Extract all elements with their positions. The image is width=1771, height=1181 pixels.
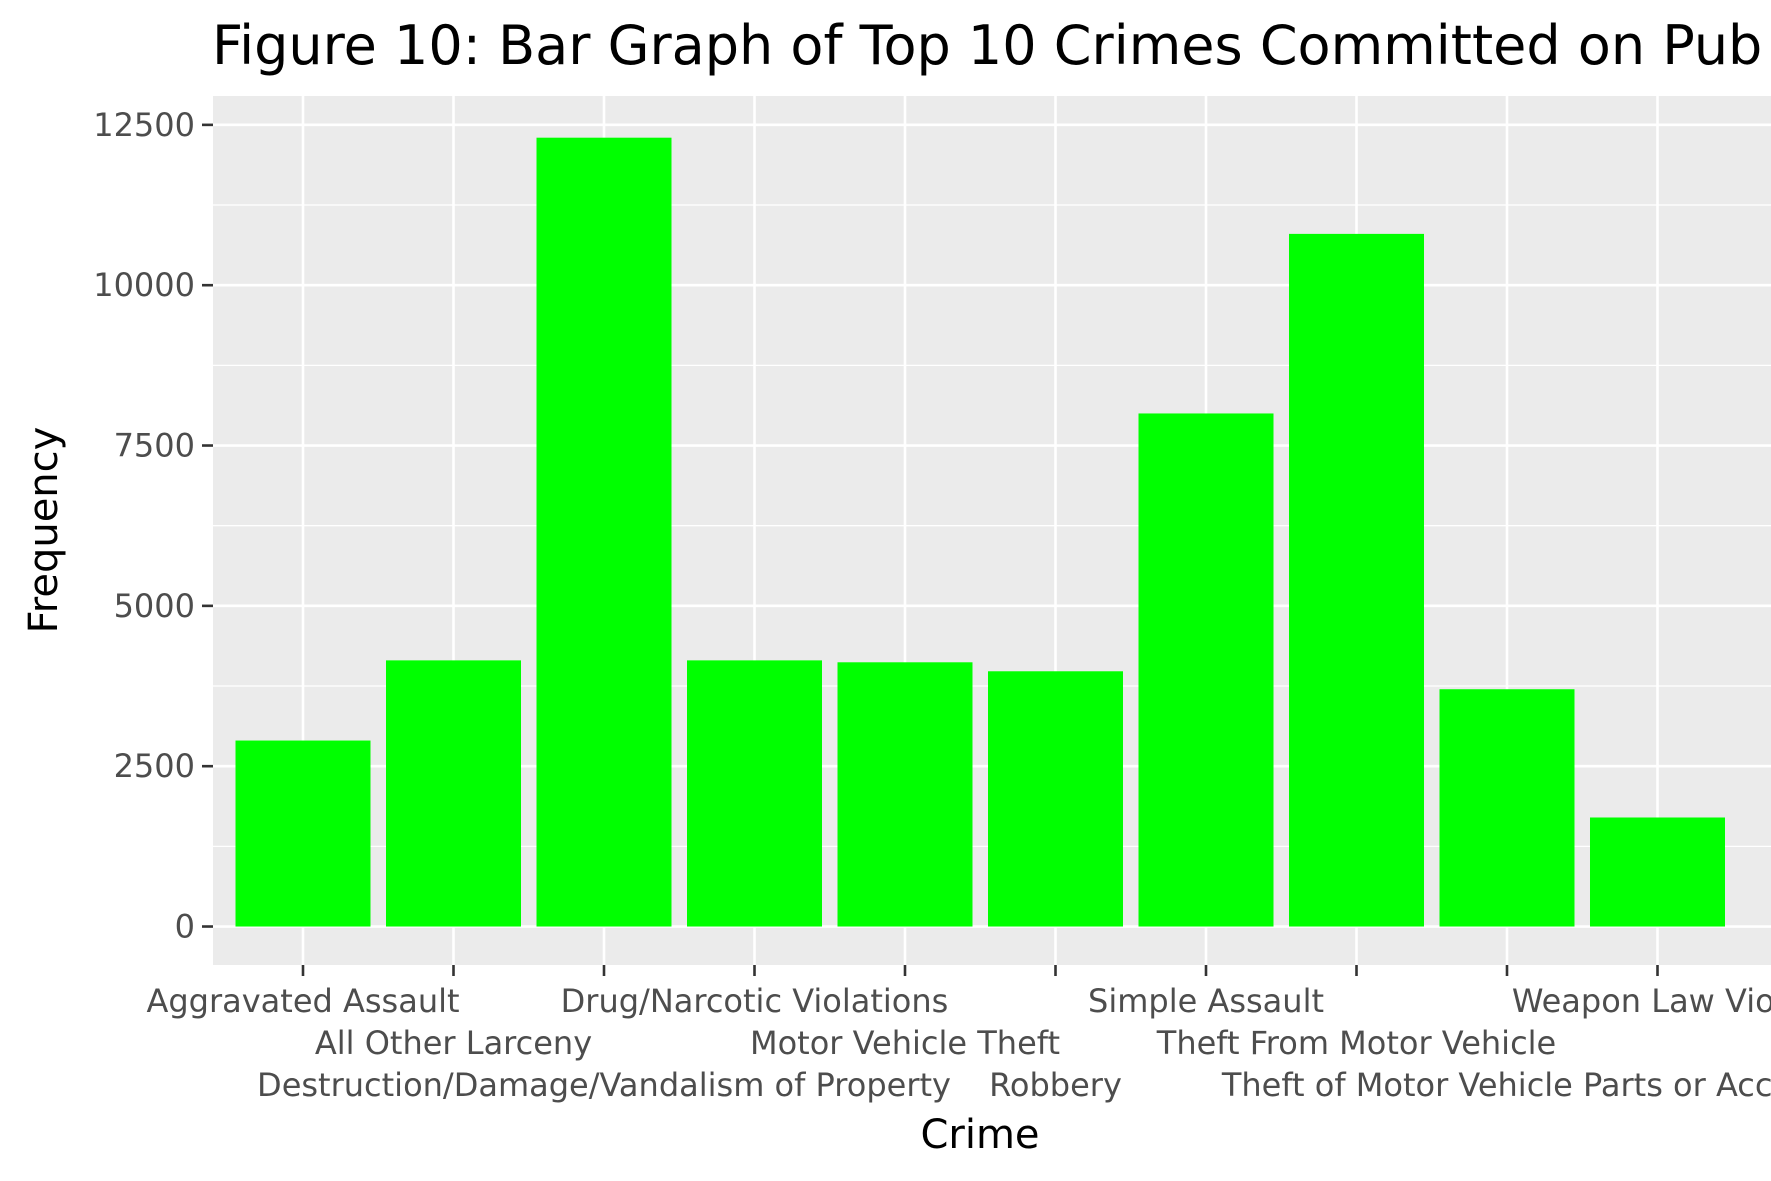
x-tick-label: Aggravated Assault [146, 982, 459, 1020]
y-axis: 0 2500 5000 7500 10000 12500 [93, 106, 213, 946]
x-tick-label: Destruction/Damage/Vandalism of Property [257, 1066, 951, 1104]
x-tick-label: Weapon Law Viola [1512, 982, 1771, 1020]
y-tick-label: 5000 [114, 587, 195, 625]
bar [536, 137, 672, 927]
bar [1289, 233, 1424, 927]
x-tick-label: Theft of Motor Vehicle Parts or Acce [1221, 1066, 1771, 1104]
x-tick-label: Theft From Motor Vehicle [1156, 1024, 1556, 1062]
y-axis-title: Frequency [21, 427, 67, 634]
bar [988, 671, 1123, 927]
bar [1590, 817, 1725, 927]
y-tick-label: 2500 [114, 747, 195, 785]
x-axis-title: Crime [920, 1112, 1039, 1158]
y-tick-label: 0 [175, 908, 195, 946]
x-tick-label: Motor Vehicle Theft [750, 1024, 1060, 1062]
bar [687, 660, 822, 927]
bar [1439, 689, 1575, 927]
y-tick-label: 10000 [93, 266, 195, 304]
y-tick-label: 12500 [93, 106, 195, 144]
x-tick-label: Robbery [989, 1066, 1122, 1104]
x-axis: Aggravated Assault All Other Larceny Destr… [146, 965, 1771, 1104]
bars [235, 137, 1725, 927]
bar [837, 662, 973, 927]
y-tick-label: 7500 [114, 427, 195, 465]
chart-title: Figure 10: Bar Graph of Top 10 Crimes Co… [212, 14, 1762, 77]
x-tick-label: All Other Larceny [315, 1024, 592, 1062]
bar [386, 660, 521, 927]
bar [1138, 413, 1274, 927]
x-tick-label: Drug/Narcotic Violations [561, 982, 949, 1020]
x-tick-label: Simple Assault [1088, 982, 1324, 1020]
bar [235, 740, 371, 927]
